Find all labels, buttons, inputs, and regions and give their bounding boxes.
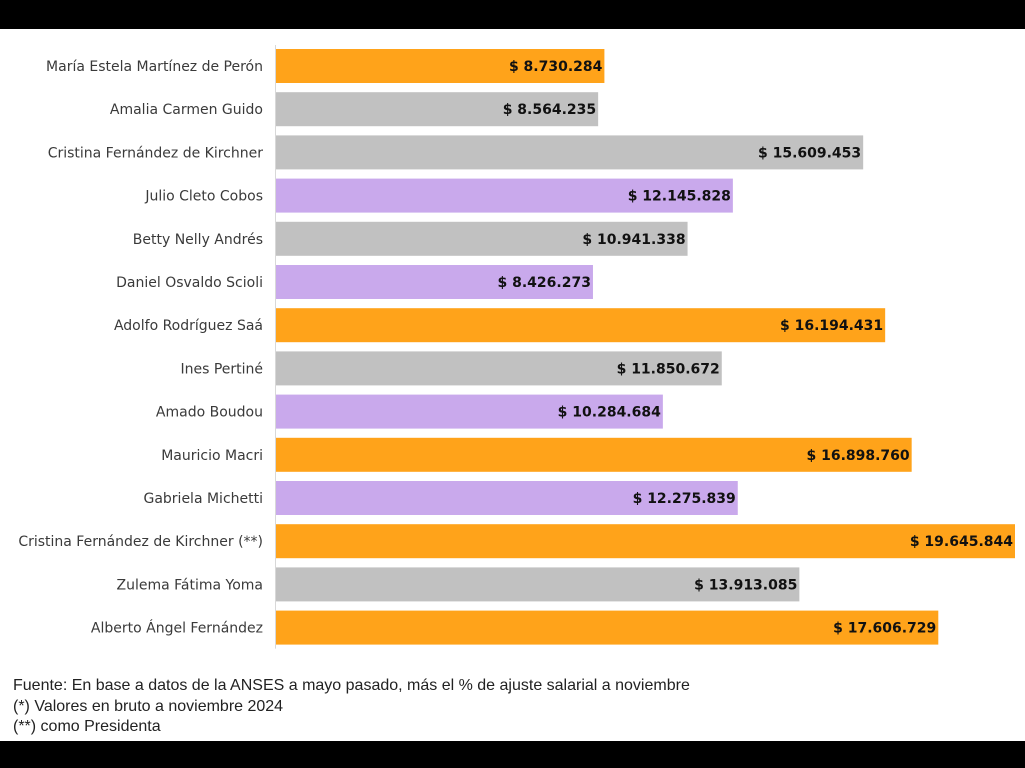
category-label: Cristina Fernández de Kirchner: [48, 145, 264, 161]
bar: [276, 351, 722, 386]
bar: [276, 610, 939, 645]
value-label: $ 19.645.844: [910, 534, 1013, 550]
bar: [276, 437, 912, 472]
bar: [276, 481, 738, 515]
category-label: Amado Boudou: [156, 405, 263, 421]
value-label: $ 17.606.729: [833, 621, 936, 637]
category-label: Julio Cleto Cobos: [144, 189, 263, 205]
value-label: $ 13.913.085: [694, 577, 797, 593]
bar: [276, 135, 864, 170]
value-label: $ 16.194.431: [780, 318, 883, 334]
footnotes: Fuente: En base a datos de la ANSES a ma…: [13, 676, 690, 738]
value-label: $ 8.564.235: [503, 102, 596, 118]
bar: [276, 567, 800, 602]
president-note: (**) como Presidenta: [13, 718, 161, 735]
bar: [276, 92, 599, 127]
category-label: Gabriela Michetti: [143, 491, 263, 507]
bar-chart: María Estela Martínez de Perón $ 8.730.28…: [18, 45, 1015, 649]
bar: [276, 221, 688, 256]
bar: [276, 394, 663, 429]
bars-layer: María Estela Martínez de Perón $ 8.730.28…: [18, 45, 1015, 649]
source-note: Fuente: En base a datos de la ANSES a ma…: [13, 677, 690, 694]
category-label: Cristina Fernández de Kirchner (**): [18, 534, 263, 550]
value-label: $ 15.609.453: [758, 145, 861, 161]
bar: [276, 524, 1015, 559]
value-label: $ 8.426.273: [498, 275, 591, 291]
chart-frame: María Estela Martínez de Perón $ 8.730.28…: [0, 29, 1025, 741]
value-label: $ 11.850.672: [617, 361, 720, 377]
bar: [276, 265, 593, 299]
value-label: $ 16.898.760: [806, 448, 909, 464]
category-label: María Estela Martínez de Perón: [46, 59, 263, 75]
category-label: Ines Pertiné: [180, 361, 263, 377]
bar: [276, 308, 886, 343]
category-label: Adolfo Rodríguez Saá: [114, 318, 263, 334]
value-label: $ 8.730.284: [509, 59, 603, 75]
value-label: $ 10.941.338: [582, 232, 685, 248]
category-label: Betty Nelly Andrés: [133, 232, 263, 248]
category-label: Amalia Carmen Guido: [110, 102, 263, 118]
value-label: $ 12.275.839: [633, 491, 736, 507]
category-label: Mauricio Macri: [161, 448, 263, 464]
gross-values-note: (*) Valores en bruto a noviembre 2024: [13, 697, 284, 715]
category-label: Daniel Osvaldo Scioli: [116, 275, 263, 291]
category-label: Zulema Fátima Yoma: [116, 577, 263, 593]
category-label: Alberto Ángel Fernández: [91, 620, 263, 637]
value-label: $ 12.145.828: [628, 189, 731, 205]
bar: [276, 49, 605, 83]
bar: [276, 178, 733, 213]
value-label: $ 10.284.684: [558, 405, 661, 421]
